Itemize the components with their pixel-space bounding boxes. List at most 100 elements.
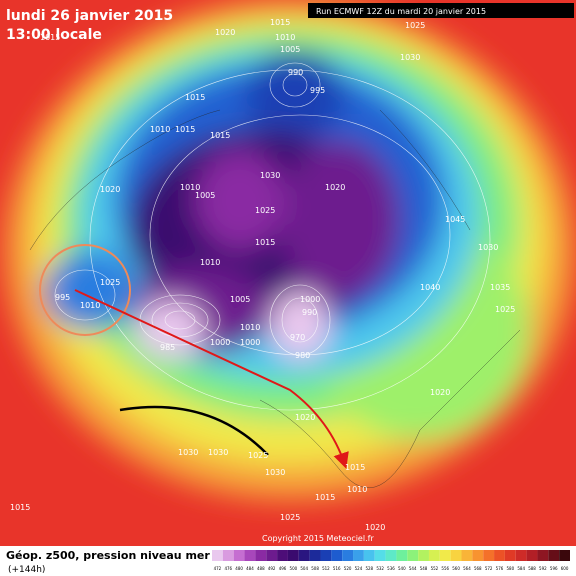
colorbar-swatch — [515, 550, 527, 561]
isobar-label: 1010 — [347, 485, 367, 494]
isobar-label: 1020 — [215, 28, 235, 37]
colorbar-swatch — [559, 550, 570, 561]
colorbar-swatch — [483, 550, 495, 561]
colorbar-swatch — [494, 550, 505, 561]
isobar-label: 1020 — [295, 413, 315, 422]
date-title: lundi 26 janvier 2015 — [6, 8, 173, 24]
isobar-label: 1000 — [300, 295, 320, 304]
colorbar-swatch — [548, 550, 560, 561]
isobar-label: 1025 — [255, 206, 275, 215]
colorbar-swatch — [439, 550, 451, 561]
colorbar: 472 476 480 484 488 492 496 500 504 508 512 516 520 5… — [212, 550, 570, 571]
isobar-label: 1035 — [490, 283, 510, 292]
isobar-label: 1030 — [478, 243, 498, 252]
colorbar-label: 496 — [279, 566, 287, 571]
isobar-label: 1030 — [178, 448, 198, 457]
time-title: 13:00 locale — [6, 27, 102, 43]
isobar-label: 970 — [290, 333, 305, 342]
colorbar-swatch — [287, 550, 299, 561]
isobar-label: 1040 — [420, 283, 440, 292]
trajectory-arrow — [74, 289, 349, 469]
geopotential-field — [5, 0, 575, 500]
isobar-label: 995 — [55, 293, 70, 302]
colorbar-label: 544 — [409, 566, 417, 571]
isobar-label: 985 — [160, 343, 175, 352]
colorbar-swatch — [309, 550, 321, 561]
colorbar-label: 520 — [344, 566, 352, 571]
isobar-label: 1010 — [150, 125, 170, 134]
colorbar-swatch — [418, 550, 429, 561]
colorbar-label: 504 — [300, 566, 308, 571]
isobar-label: 1005 — [230, 295, 250, 304]
colorbar-swatch — [342, 550, 354, 561]
colorbar-label: 472 — [214, 566, 222, 571]
colorbar-label: 500 — [290, 566, 298, 571]
run-label: Run ECMWF 12Z du mardi 20 janvier 2015 — [316, 7, 486, 16]
copyright: Copyright 2015 Meteociel.fr — [262, 534, 374, 543]
colorbar-label: 568 — [474, 566, 482, 571]
isobar-label: 995 — [310, 86, 325, 95]
colorbar-swatch — [320, 550, 332, 561]
colorbar-swatch — [526, 550, 538, 561]
isobar-label: 1025 — [248, 451, 268, 460]
colorbar-label: 588 — [528, 566, 536, 571]
colorbar-label: 572 — [485, 566, 493, 571]
isobar-label: 1010 — [240, 323, 260, 332]
colorbar-label: 480 — [235, 566, 243, 571]
isobar-label: 1020 — [100, 185, 120, 194]
colorbar-label: 564 — [463, 566, 471, 571]
colorbar-swatch — [374, 550, 386, 561]
colorbar-swatch — [222, 550, 234, 561]
isobar-label: 1000 — [210, 338, 230, 347]
colorbar-swatch — [331, 550, 343, 561]
isobar-label: 1025 — [405, 21, 425, 30]
isobar-label: 1010 — [200, 258, 220, 267]
isobar-label: 1025 — [280, 513, 300, 522]
isobar-label: 1010 — [275, 33, 295, 42]
colorbar-label: 536 — [387, 566, 395, 571]
colorbar-swatch — [298, 550, 310, 561]
colorbar-label: 576 — [496, 566, 504, 571]
colorbar-label: 512 — [322, 566, 330, 571]
colorbar-swatch — [450, 550, 462, 561]
colorbar-swatch — [363, 550, 375, 561]
colorbar-label: 584 — [517, 566, 525, 571]
footer-title: Géop. z500, pression niveau mer — [6, 549, 210, 562]
colorbar-label: 516 — [333, 566, 341, 571]
colorbar-label: 524 — [355, 566, 363, 571]
coastlines — [29, 109, 521, 489]
colorbar-swatch — [212, 550, 223, 561]
colorbar-label: 508 — [311, 566, 319, 571]
colorbar-label: 600 — [561, 566, 569, 571]
colorbar-swatch — [255, 550, 267, 561]
colorbar-label: 580 — [507, 566, 515, 571]
colorbar-label: 596 — [550, 566, 558, 571]
isobar-label: 1015 — [10, 503, 30, 512]
isobar-label: 1030 — [208, 448, 228, 457]
isobar-label: 1030 — [400, 53, 420, 62]
footer-lead: (+144h) — [8, 565, 45, 575]
colorbar-label: 488 — [257, 566, 265, 571]
isobar-label: 1030 — [265, 468, 285, 477]
colorbar-swatch — [396, 550, 408, 561]
colorbar-label: 484 — [246, 566, 254, 571]
isobar-label: 1015 — [255, 238, 275, 247]
isobar-label: 1020 — [365, 523, 385, 532]
colorbar-label: 556 — [441, 566, 449, 571]
colorbar-label: 560 — [452, 566, 460, 571]
colorbar-swatch — [504, 550, 516, 561]
colorbar-label: 528 — [365, 566, 373, 571]
isobar-label: 1015 — [270, 18, 290, 27]
isobar-label: 1045 — [445, 215, 465, 224]
colorbar-label: 492 — [268, 566, 276, 571]
isobar-label: 1020 — [325, 183, 345, 192]
isobar-label: 980 — [295, 351, 310, 360]
colorbar-swatch — [385, 550, 397, 561]
isobar-label: 1005 — [195, 191, 215, 200]
colorbar-swatch — [277, 550, 288, 561]
colorbar-swatch — [537, 550, 549, 561]
colorbar-swatch — [407, 550, 419, 561]
isobar-label: 1015 — [315, 493, 335, 502]
